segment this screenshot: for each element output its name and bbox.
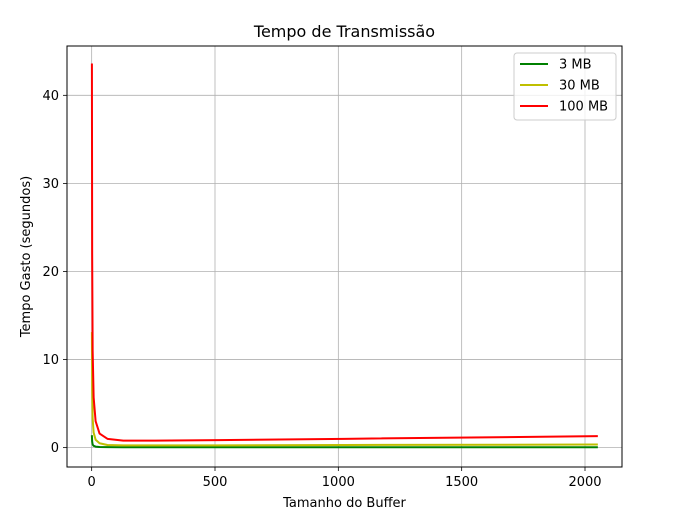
legend-box <box>513 52 617 121</box>
legend-entry: 30 MB <box>559 79 600 94</box>
legend: 3 MB 30 MB 100 MB <box>513 52 617 121</box>
y-tick-label: 10 <box>42 353 59 368</box>
series-line-2 <box>90 63 598 442</box>
x-tick-label: 0 <box>88 475 96 490</box>
series-line-1 <box>90 332 598 447</box>
x-axis-label: Tamanho do Buffer <box>282 496 406 511</box>
plot-frame <box>66 45 623 468</box>
y-axis-label: Tempo Gasto (segundos) <box>19 176 34 338</box>
series-layer <box>90 63 598 449</box>
chart-title: Tempo de Transmissão <box>253 22 435 41</box>
y-tick-label: 30 <box>42 177 59 192</box>
x-tick-label: 2000 <box>568 475 601 490</box>
y-tick-label: 0 <box>51 441 59 456</box>
y-tick-label: 40 <box>42 89 59 104</box>
x-tick-label: 1000 <box>322 475 355 490</box>
ticks: 0 500 1000 1500 2000 0 10 20 30 40 <box>42 89 601 490</box>
legend-entry: 100 MB <box>559 100 608 115</box>
legend-entry: 3 MB <box>559 58 592 73</box>
y-tick-label: 20 <box>42 265 59 280</box>
x-tick-label: 500 <box>203 475 228 490</box>
x-tick-label: 1500 <box>445 475 478 490</box>
series-line-0 <box>90 435 598 449</box>
